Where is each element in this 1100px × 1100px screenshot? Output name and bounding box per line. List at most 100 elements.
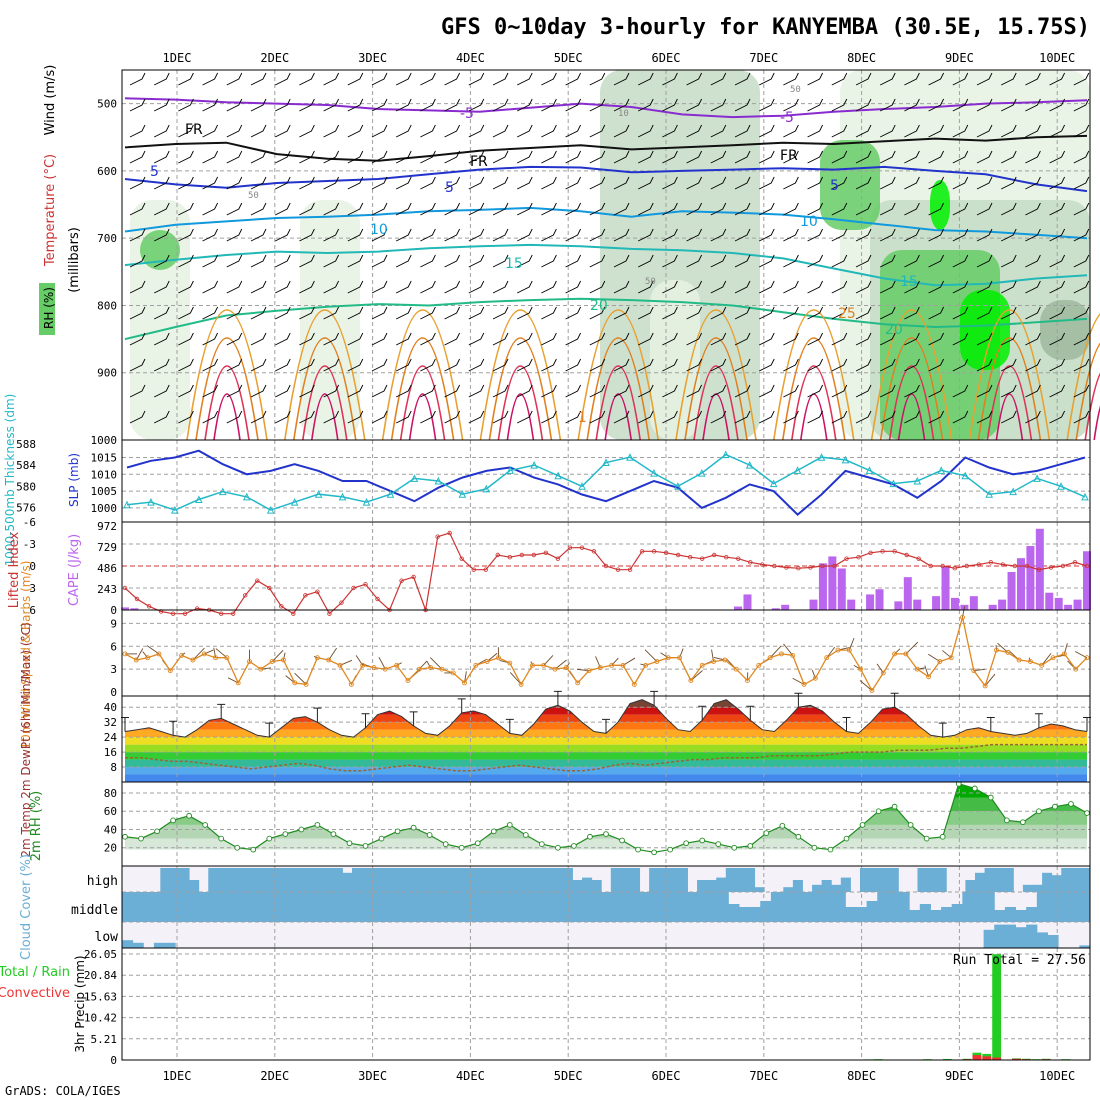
wind-barb [710, 176, 727, 190]
li-point [976, 562, 981, 567]
wind10m-point [937, 659, 943, 664]
wind-barb [516, 176, 533, 190]
cloud-cell-middle [941, 907, 953, 922]
dewpoint-line [125, 743, 1087, 772]
rh2m-point [539, 841, 545, 847]
wind-barb [662, 228, 678, 242]
wind-barb [613, 358, 630, 372]
wind-barb [637, 358, 654, 372]
wind-barb [323, 72, 340, 86]
wind-barb [734, 358, 751, 372]
wind-barb [347, 124, 364, 138]
wind-barb [492, 410, 509, 424]
isotherm-label: 20 [885, 322, 903, 338]
wind-barb [541, 150, 557, 164]
wind-barb [565, 358, 582, 372]
cloud-cell-middle [824, 892, 836, 922]
wind-barb [395, 228, 412, 242]
wind-barb [323, 176, 340, 190]
wind10m-point [812, 675, 818, 681]
wind-barb [758, 332, 775, 346]
wind-barb [492, 98, 509, 112]
wind-barb [129, 72, 146, 86]
wind-barb [952, 72, 969, 86]
wind-barb [904, 228, 920, 242]
cloud-cell-high [629, 868, 641, 892]
wind-barb [250, 228, 267, 242]
slp-tick: 1010 [91, 468, 118, 481]
wind-barb [226, 384, 243, 398]
cloud-cell-high [495, 868, 506, 892]
wind10m-point [790, 652, 796, 658]
cloud-cell-high [840, 877, 851, 892]
wind10m-point [439, 666, 445, 672]
wind-barb [710, 202, 727, 216]
wind-barb [1025, 254, 1041, 268]
wind-barb [468, 358, 485, 372]
wind-barb [1049, 332, 1066, 346]
wind-barb [904, 150, 920, 164]
cloud-cell-middle [228, 892, 240, 922]
wind-barb [613, 124, 630, 138]
wind10m-point [665, 655, 671, 661]
wind-barb [710, 72, 727, 86]
wind-barb [879, 124, 896, 138]
cloud-cell-middle [675, 892, 687, 922]
cloud-cell-middle [122, 892, 134, 922]
cape-bar [828, 556, 837, 610]
wind10m-point [597, 665, 603, 671]
wind-barb [226, 176, 243, 190]
wind-barb [541, 228, 557, 242]
wind-barb [855, 410, 872, 424]
temp-line [124, 699, 1088, 738]
date-label-top: 10DEC [1039, 51, 1075, 65]
wind-barb [153, 280, 170, 294]
wind10m-point [258, 666, 264, 672]
wind-barb [686, 410, 703, 424]
cloud-cell-middle [749, 907, 761, 922]
warm-isotherm [1093, 405, 1100, 441]
cloud-cell-middle [1079, 892, 1091, 922]
wind-barb [129, 306, 146, 320]
wind-barb [299, 358, 315, 372]
li-point [134, 596, 140, 602]
cape-bar [932, 596, 941, 610]
wind-barb [178, 72, 194, 86]
rh2m-point [202, 822, 209, 828]
wind-barb [758, 410, 775, 424]
temp-band [125, 759, 1087, 768]
wind-barb [783, 228, 799, 242]
cloud-cell-high [649, 868, 660, 892]
wind-barb [589, 410, 606, 424]
isotherm-label: 10 [370, 222, 388, 238]
cloud-cell-middle [313, 892, 325, 922]
date-label-bottom: 7DEC [749, 1069, 778, 1083]
wind-barb [904, 306, 920, 320]
wind-barb [274, 410, 291, 424]
wind-barb [250, 410, 267, 424]
wind-barb [1049, 358, 1066, 372]
rh2m-point [827, 846, 834, 853]
pressure-tick: 800 [97, 299, 117, 312]
wind-barb [129, 410, 146, 424]
wind10m-point [677, 655, 683, 661]
cloud-level-low: low [95, 930, 119, 945]
slp-tick: 1005 [91, 485, 118, 498]
cloud-cell-middle [217, 892, 229, 922]
wind-barb [323, 98, 340, 112]
temp-axis-label: 2m Temp 2m DewPt (6hr Min/Max) (°C) [19, 622, 33, 857]
wind-barb [783, 176, 799, 190]
wind-barb [153, 306, 170, 320]
wind-barb [1073, 228, 1090, 242]
wind-barb [153, 150, 170, 164]
wind-barb [395, 306, 412, 320]
wind10m-barb [142, 651, 148, 658]
wind10m-point [971, 668, 977, 674]
wind10m-point [145, 655, 151, 661]
temp-minmax-bar [794, 692, 803, 708]
wind-barb [589, 228, 606, 242]
wind10m-point [247, 659, 252, 664]
li-point [315, 589, 320, 594]
wind-barb [589, 98, 606, 112]
wind-barb [444, 98, 461, 112]
